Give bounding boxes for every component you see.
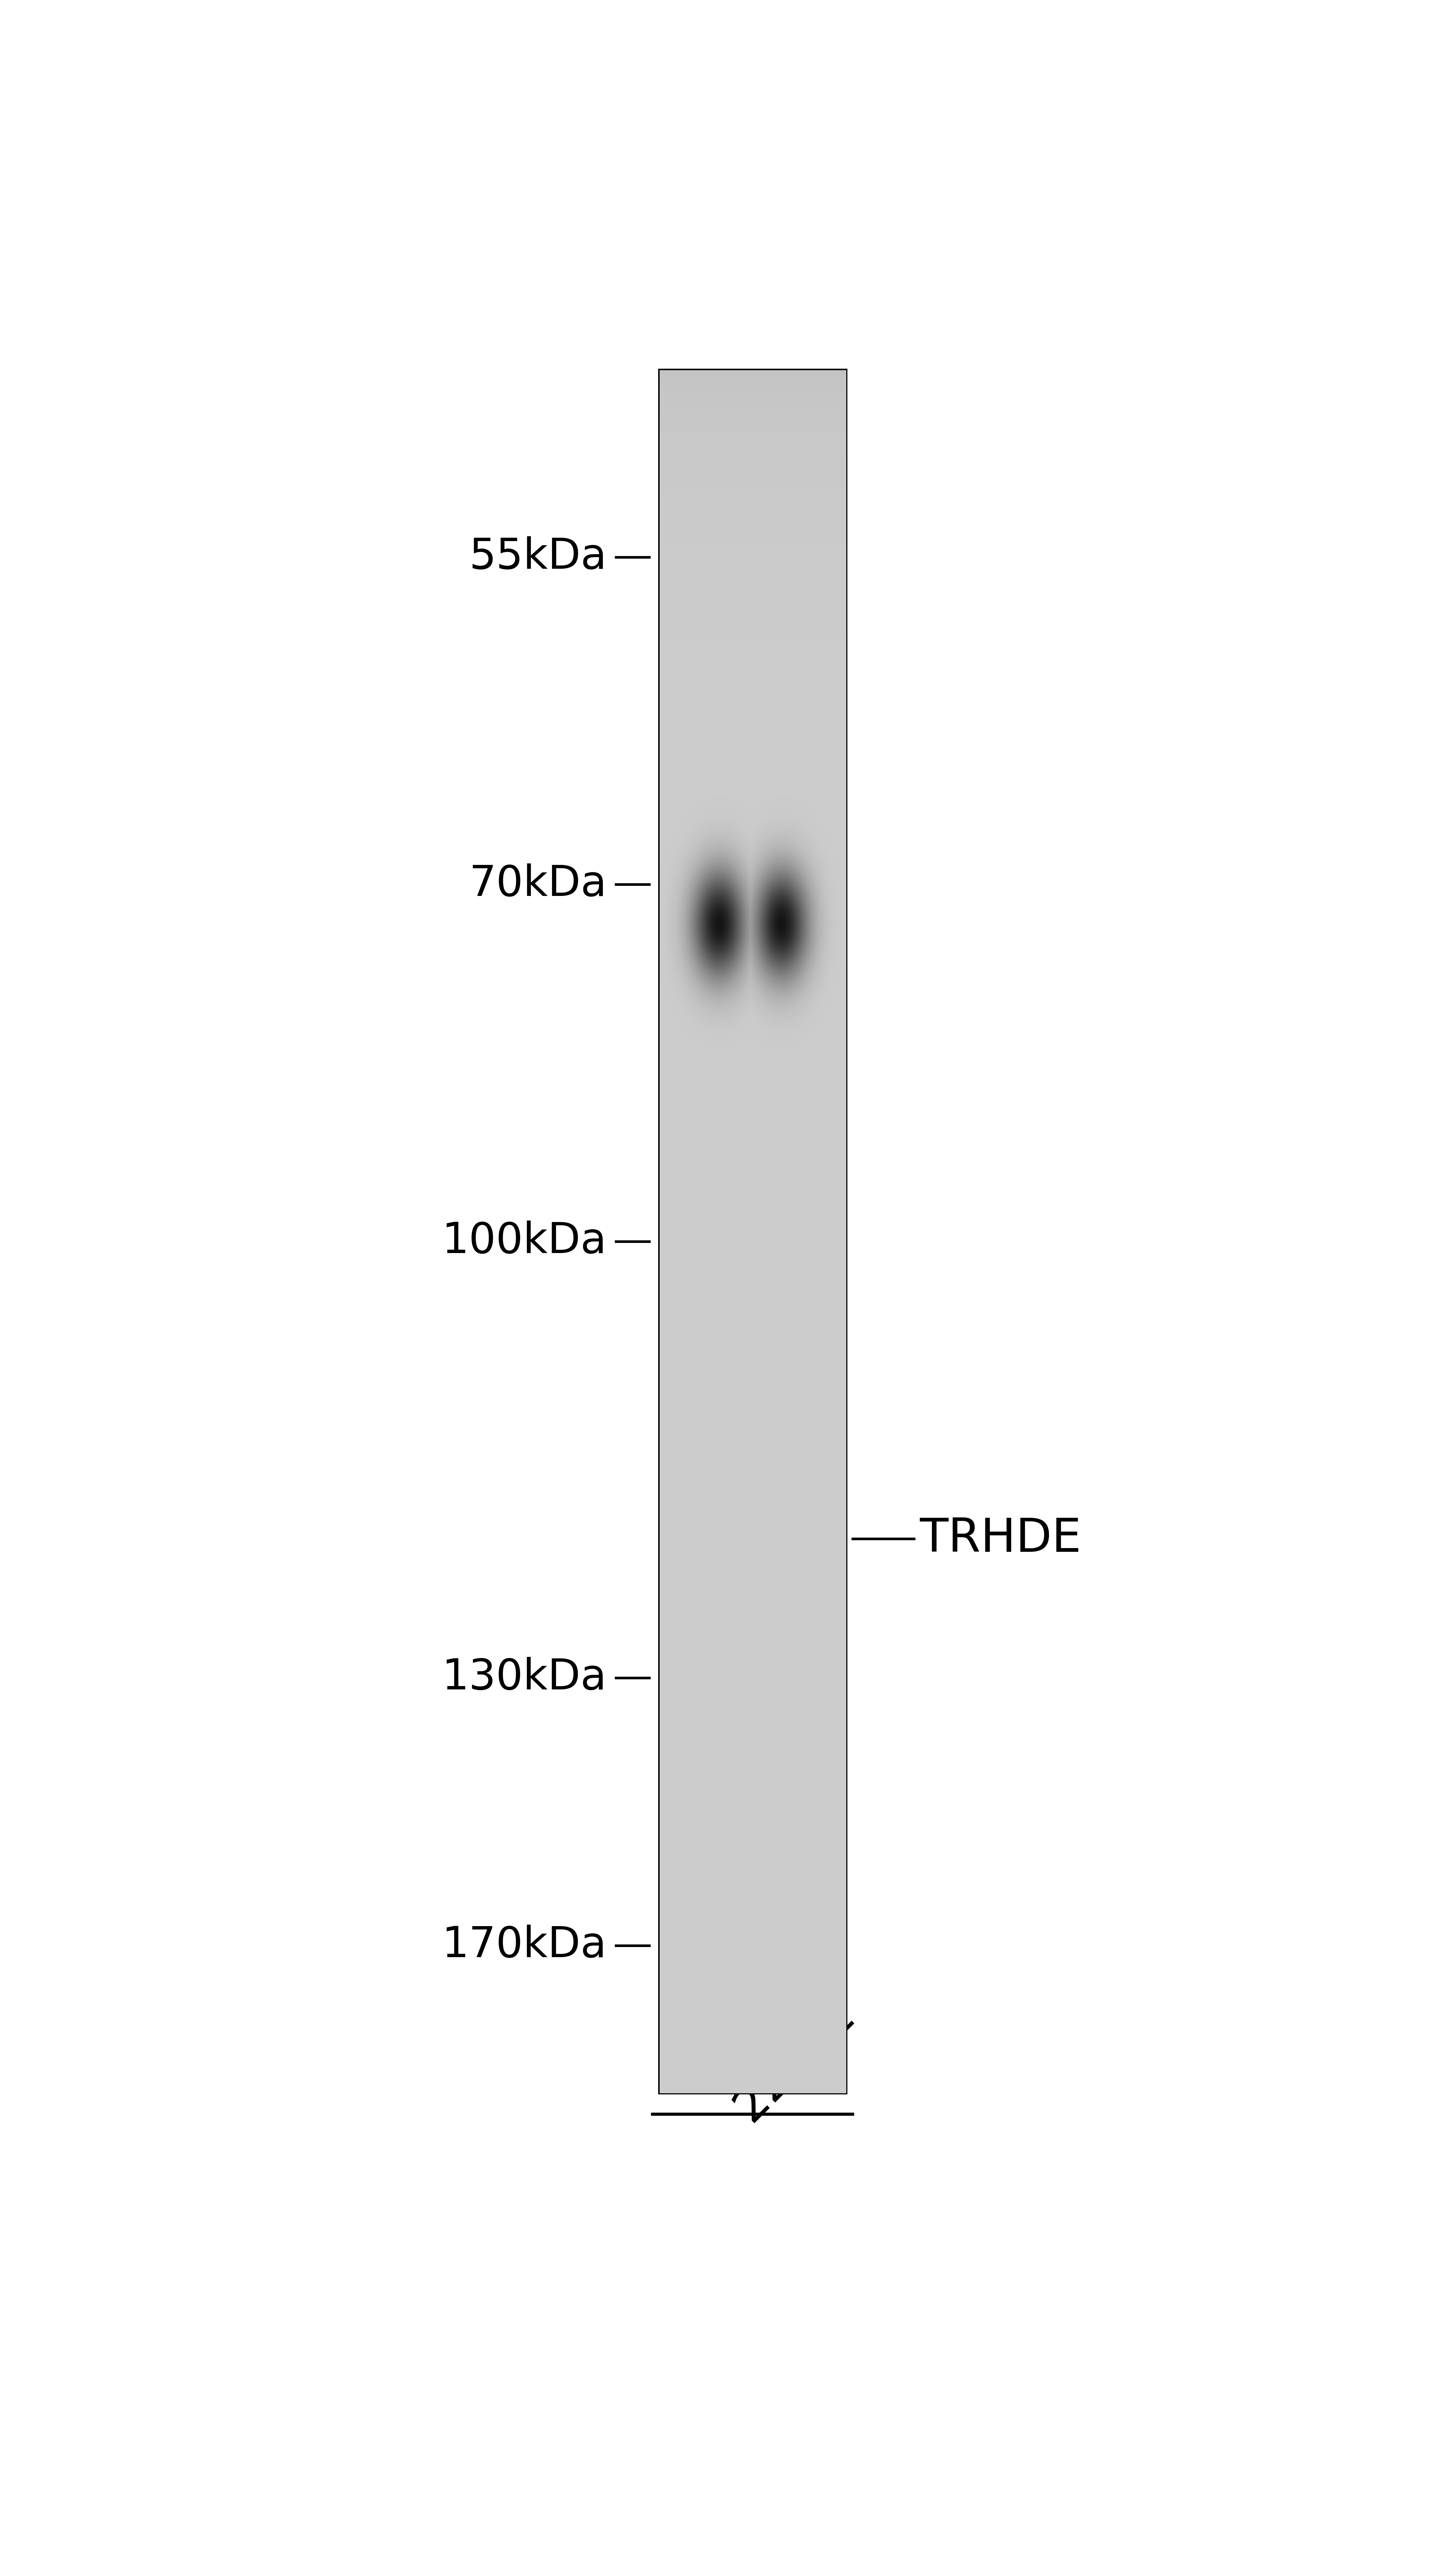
Text: 22Rv1: 22Rv1 (727, 1991, 864, 2130)
Text: 130kDa: 130kDa (442, 1656, 607, 1698)
Text: 55kDa: 55kDa (470, 536, 607, 577)
Text: 170kDa: 170kDa (442, 1924, 607, 1965)
Text: 100kDa: 100kDa (442, 1221, 607, 1262)
Text: 70kDa: 70kDa (470, 863, 607, 904)
Text: TRHDE: TRHDE (919, 1517, 1081, 1561)
